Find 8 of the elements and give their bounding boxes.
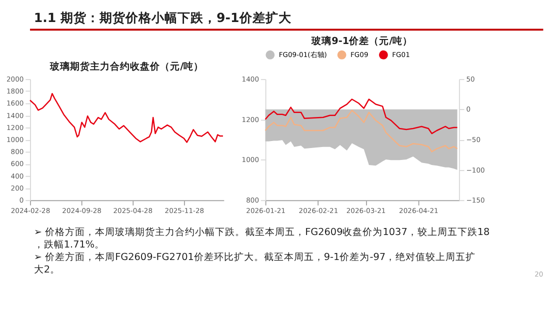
chart-title: 玻璃9-1价差（元/吨） [310, 35, 413, 48]
text: ➢ 价格方面，本周玻璃期货主力合约小幅下跌。截至本周五，FG2609收盘价为1037，较上周五下跌18，跌幅1.71%。 [34, 226, 490, 251]
line-series [29, 92, 224, 143]
line-series [264, 98, 458, 134]
chart-title: 玻璃期货主力合约收盘价（元/吨） [49, 60, 204, 72]
text: 1.1 期货：期货价格小幅下跌，9-1价差扩大 [34, 10, 292, 25]
line-series [264, 110, 458, 152]
text: ➢ 价差方面，本周FG2609-FG2701价差环比扩大。截至本周五，9-1价差为-97，绝对值较上周五扩大2。 [34, 251, 476, 276]
